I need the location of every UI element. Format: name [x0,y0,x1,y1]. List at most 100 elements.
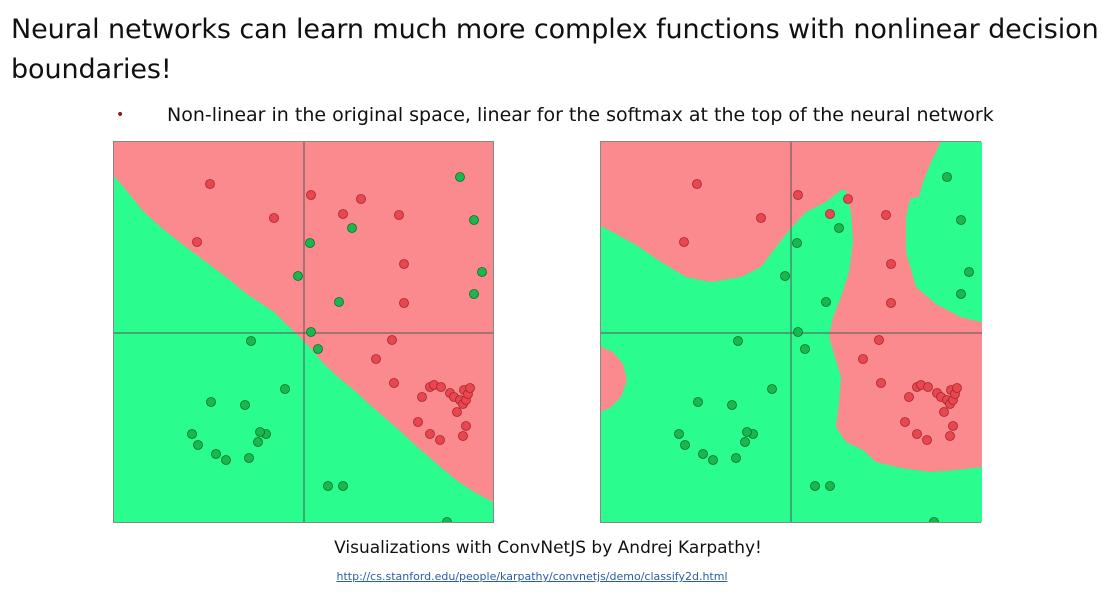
green-class-point [834,223,844,233]
red-region-right [829,142,982,472]
red-class-point [389,378,399,388]
red-class-point [756,213,766,223]
green-class-point [211,449,221,459]
green-class-point [929,517,939,522]
red-region-left-edge [601,347,627,412]
red-class-point [205,179,215,189]
green-class-point [323,481,333,491]
green-class-point [731,453,741,463]
red-class-point [356,194,366,204]
red-class-point [904,392,914,402]
red-class-point [793,190,803,200]
source-link[interactable]: http://cs.stanford.edu/people/karpathy/c… [336,570,728,583]
green-class-point [793,327,803,337]
green-class-point [674,429,684,439]
slide-title: Neural networks can learn much more comp… [11,14,1099,85]
green-class-point [334,297,344,307]
red-class-point [874,335,884,345]
green-class-point [780,271,790,281]
red-class-point [338,209,348,219]
red-class-point [923,382,933,392]
red-region-top-left [601,142,941,282]
red-class-point [948,421,958,431]
red-class-point [465,383,475,393]
red-class-point [939,407,949,417]
red-class-point [394,210,404,220]
green-class-point [306,327,316,337]
green-class-point [477,267,487,277]
green-class-point [742,427,752,437]
green-class-point [727,400,737,410]
red-class-point [692,179,702,189]
green-class-point [280,384,290,394]
red-class-point [269,213,279,223]
red-class-point [922,435,932,445]
linear-boundary-plot [113,141,494,523]
red-class-point [900,417,910,427]
green-class-point [244,453,254,463]
green-class-point [255,427,265,437]
green-class-point [246,336,256,346]
green-class-point [956,215,966,225]
red-class-point [387,335,397,345]
green-class-point [206,397,216,407]
green-class-point [698,449,708,459]
red-class-point [825,209,835,219]
green-class-point [740,437,750,447]
red-class-point [952,383,962,393]
green-class-point [338,481,348,491]
green-class-point [347,223,357,233]
red-class-point [912,429,922,439]
green-class-point [708,455,718,465]
green-class-point [193,440,203,450]
red-class-point [413,417,423,427]
green-class-point [442,517,452,522]
red-class-point [461,421,471,431]
red-class-point [452,407,462,417]
red-class-point [399,298,409,308]
green-class-point [253,437,263,447]
red-class-point [881,210,891,220]
red-class-point [192,237,202,247]
green-class-point [693,397,703,407]
bullet-text: Non-linear in the original space, linear… [167,104,994,126]
green-class-point [680,440,690,450]
green-class-point [293,271,303,281]
data-points [187,172,487,522]
red-class-point [371,354,381,364]
green-class-point [240,400,250,410]
green-class-point [455,172,465,182]
red-class-point [945,431,955,441]
green-class-point [792,238,802,248]
bullet-item: • Non-linear in the original space, line… [116,100,994,130]
red-class-point [436,382,446,392]
green-class-point [942,172,952,182]
red-class-point [876,378,886,388]
red-class-point [458,431,468,441]
red-class-point [435,435,445,445]
green-class-point [733,336,743,346]
green-region-top-right [911,142,982,322]
green-class-point [187,429,197,439]
red-class-point [425,429,435,439]
red-class-point [886,298,896,308]
nonlinear-boundary-canvas [601,142,982,522]
red-class-point [399,259,409,269]
red-class-point [679,237,689,247]
green-class-point [956,289,966,299]
nonlinear-boundary-plot [600,141,982,523]
red-class-point [886,259,896,269]
green-class-point [221,455,231,465]
green-class-point [800,344,810,354]
caption: Visualizations with ConvNetJS by Andrej … [334,538,762,558]
linear-boundary-canvas [114,142,493,522]
red-class-point [843,194,853,204]
green-class-point [305,238,315,248]
green-class-point [313,344,323,354]
green-class-point [964,267,974,277]
green-class-point [767,384,777,394]
bullet-marker: • [116,107,125,123]
green-class-point [469,289,479,299]
red-class-point [417,392,427,402]
green-class-point [810,481,820,491]
